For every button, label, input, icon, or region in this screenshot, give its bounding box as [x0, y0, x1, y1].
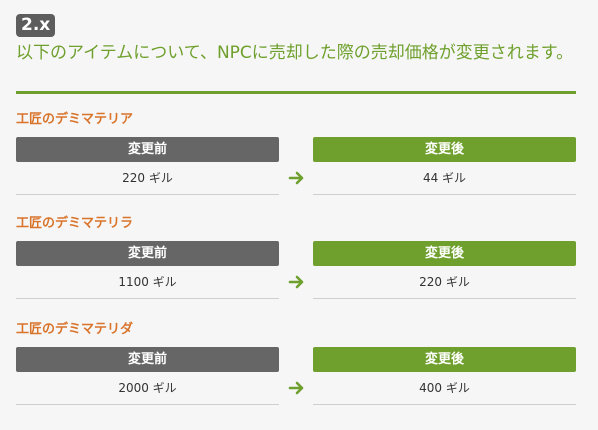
item-name: 工匠のデミマテリラ — [16, 216, 134, 231]
arrow-right-icon — [288, 381, 304, 395]
heading-divider — [16, 91, 576, 94]
before-header: 変更前 — [16, 347, 279, 372]
before-price: 220 ギル — [16, 163, 279, 195]
arrow-right-icon — [288, 171, 304, 185]
version-badge: 2.x — [16, 14, 56, 37]
before-price: 1100 ギル — [16, 267, 279, 299]
item-block: 工匠のデミマテリラ 変更前 変更後 1100 ギル 220 ギル — [16, 216, 576, 308]
after-price: 400 ギル — [313, 373, 576, 405]
before-header: 変更前 — [16, 137, 279, 162]
item-name: 工匠のデミマテリア — [16, 112, 134, 127]
after-header: 変更後 — [313, 137, 576, 162]
item-block: 工匠のデミマテリダ 変更前 変更後 2000 ギル 400 ギル — [16, 322, 576, 414]
after-header: 変更後 — [313, 241, 576, 266]
item-name: 工匠のデミマテリダ — [16, 322, 134, 337]
before-header: 変更前 — [16, 241, 279, 266]
item-block: 工匠のデミマテリア 変更前 変更後 220 ギル 44 ギル — [16, 112, 576, 204]
after-price: 220 ギル — [313, 267, 576, 299]
after-price: 44 ギル — [313, 163, 576, 195]
arrow-right-icon — [288, 275, 304, 289]
before-price: 2000 ギル — [16, 373, 279, 405]
after-header: 変更後 — [313, 347, 576, 372]
section-heading: 以下のアイテムについて、NPCに売却した際の売却価格が変更されます。 — [16, 43, 574, 63]
